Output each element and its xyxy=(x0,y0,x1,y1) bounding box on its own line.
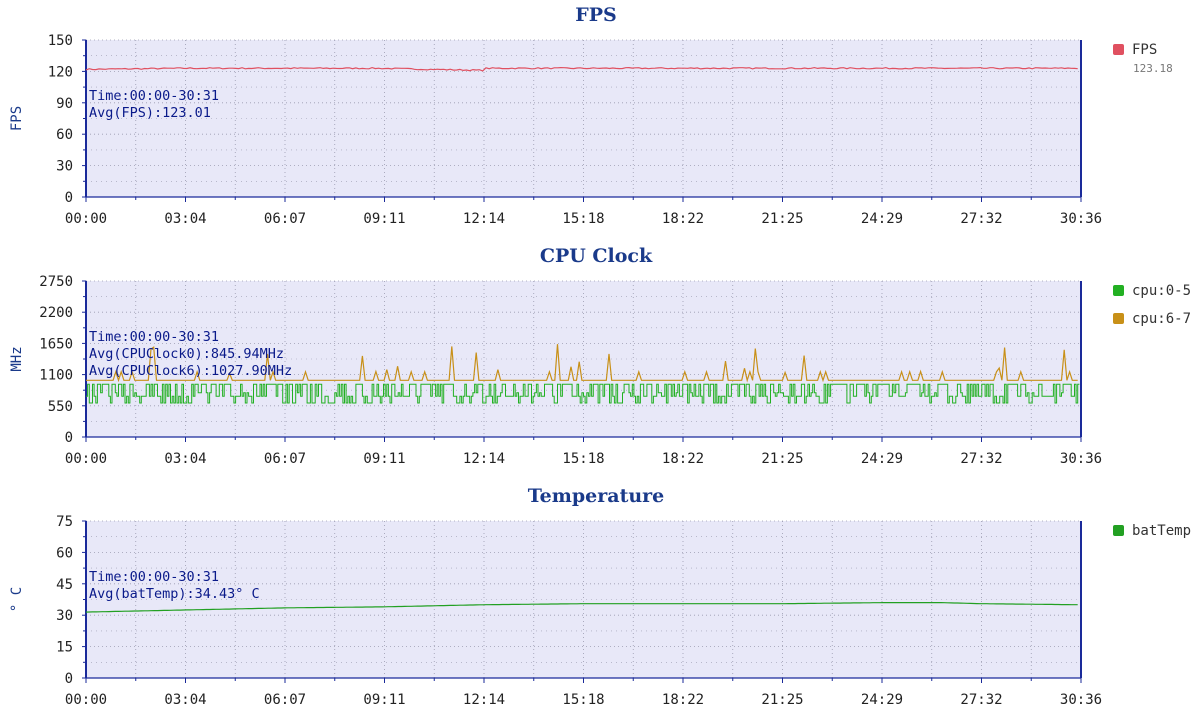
y-tick-label: 60 xyxy=(56,127,73,143)
x-tick-label: 30:36 xyxy=(1060,211,1102,227)
legend-swatch xyxy=(1113,44,1124,55)
series-layer xyxy=(85,66,1078,72)
y-tick-label: 15 xyxy=(56,640,73,656)
y-tick-label: 90 xyxy=(56,96,73,112)
legend-label: FPS xyxy=(1132,42,1157,58)
x-tick-label: 06:07 xyxy=(264,692,306,708)
x-tick-label: 06:07 xyxy=(264,211,306,227)
x-tick-label: 21:25 xyxy=(761,451,803,467)
annotation-text: Time:00:00-30:31 xyxy=(89,329,219,345)
y-tick-label: 30 xyxy=(56,159,73,175)
x-tick-label: 18:22 xyxy=(662,451,704,467)
series-layer xyxy=(86,344,1080,404)
annotation-text: Avg(CPUClock0):845.94MHz xyxy=(89,346,284,362)
y-tick-label: 45 xyxy=(56,577,73,593)
legend-swatch xyxy=(1113,525,1124,536)
x-tick-label: 30:36 xyxy=(1060,692,1102,708)
x-tick-label: 09:11 xyxy=(363,451,405,467)
chart-panel-2: Temperature 0 15 30 45 60 75 00:00 03:04 06:07 09:… xyxy=(9,485,1191,708)
series-line-cpu-0-5 xyxy=(86,383,1080,404)
x-tick-label: 27:32 xyxy=(960,211,1002,227)
chart-title: FPS xyxy=(575,4,617,26)
annotation-text: Avg(FPS):123.01 xyxy=(89,105,211,121)
y-tick-label: 75 xyxy=(56,514,73,530)
x-tick-label: 18:22 xyxy=(662,692,704,708)
x-tick-label: 12:14 xyxy=(463,692,505,708)
legend-sub-value: 123.18 xyxy=(1133,62,1173,75)
y-tick-label: 30 xyxy=(56,608,73,624)
series-layer xyxy=(85,602,1078,613)
legend-label: cpu:0-5 xyxy=(1132,283,1191,299)
x-tick-label: 06:07 xyxy=(264,451,306,467)
x-tick-label: 09:11 xyxy=(363,692,405,708)
x-tick-label: 30:36 xyxy=(1060,451,1102,467)
series-line-fps xyxy=(85,66,1078,72)
x-tick-label: 00:00 xyxy=(65,692,107,708)
chart-panel-0: FPS 0 30 60 90 120 150 00:00 03:04 06:07 09:11 12:1… xyxy=(9,4,1173,227)
x-tick-label: 00:00 xyxy=(65,451,107,467)
series-line-battemp xyxy=(85,602,1078,613)
y-axis-label: FPS xyxy=(9,106,25,131)
chart-title: Temperature xyxy=(528,485,665,507)
legend-swatch xyxy=(1113,285,1124,296)
y-tick-label: 550 xyxy=(48,399,73,415)
x-tick-label: 12:14 xyxy=(463,211,505,227)
x-tick-label: 24:29 xyxy=(861,211,903,227)
annotation-text: Time:00:00-30:31 xyxy=(89,569,219,585)
y-axis-label: ° C xyxy=(9,587,25,612)
y-tick-label: 150 xyxy=(48,33,73,49)
y-tick-label: 0 xyxy=(65,190,73,206)
x-tick-label: 03:04 xyxy=(164,211,206,227)
y-tick-label: 1650 xyxy=(39,336,73,352)
x-tick-label: 15:18 xyxy=(562,451,604,467)
x-tick-label: 03:04 xyxy=(164,692,206,708)
x-tick-label: 18:22 xyxy=(662,211,704,227)
x-tick-label: 24:29 xyxy=(861,692,903,708)
y-tick-label: 2750 xyxy=(39,274,73,290)
y-tick-label: 120 xyxy=(48,64,73,80)
annotation-text: Avg(batTemp):34.43° C xyxy=(89,586,260,602)
legend-label: cpu:6-7 xyxy=(1132,311,1191,327)
chart-title: CPU Clock xyxy=(540,245,653,267)
annotation-text: Avg(CPUClock6):1027.90MHz xyxy=(89,363,292,379)
annotation-text: Time:00:00-30:31 xyxy=(89,88,219,104)
y-tick-label: 60 xyxy=(56,545,73,561)
y-axis-label: MHz xyxy=(9,346,25,371)
y-tick-label: 0 xyxy=(65,671,73,687)
x-tick-label: 24:29 xyxy=(861,451,903,467)
x-tick-label: 27:32 xyxy=(960,451,1002,467)
y-tick-label: 2200 xyxy=(39,305,73,321)
x-tick-label: 12:14 xyxy=(463,451,505,467)
x-tick-label: 21:25 xyxy=(761,211,803,227)
y-tick-label: 0 xyxy=(65,430,73,446)
x-tick-label: 09:11 xyxy=(363,211,405,227)
legend-swatch xyxy=(1113,313,1124,324)
x-tick-label: 27:32 xyxy=(960,692,1002,708)
chart-panel-1: CPU Clock 0 550 1100 1650 2200 2750 00:00 03:04 0… xyxy=(9,245,1191,467)
x-tick-label: 00:00 xyxy=(65,211,107,227)
x-tick-label: 21:25 xyxy=(761,692,803,708)
x-tick-label: 03:04 xyxy=(164,451,206,467)
y-tick-label: 1100 xyxy=(39,368,73,384)
legend-label: batTemp xyxy=(1132,523,1191,539)
x-tick-label: 15:18 xyxy=(562,692,604,708)
series-line-cpu-6-7 xyxy=(86,344,1078,383)
x-tick-label: 15:18 xyxy=(562,211,604,227)
